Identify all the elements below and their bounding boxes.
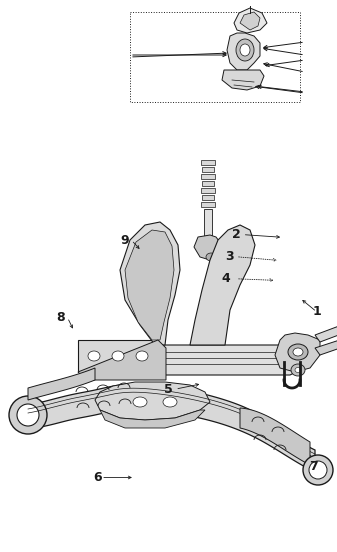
Ellipse shape: [291, 364, 305, 376]
Bar: [202, 181, 214, 186]
Ellipse shape: [112, 351, 124, 361]
Text: 1: 1: [312, 305, 321, 319]
Polygon shape: [234, 8, 267, 33]
Polygon shape: [194, 235, 222, 260]
Ellipse shape: [163, 397, 177, 407]
Bar: [78, 340, 158, 372]
Polygon shape: [95, 382, 210, 420]
Polygon shape: [28, 368, 95, 400]
Polygon shape: [275, 333, 320, 372]
Polygon shape: [222, 70, 264, 90]
Polygon shape: [100, 410, 205, 428]
Ellipse shape: [236, 39, 254, 61]
Ellipse shape: [206, 253, 216, 261]
Ellipse shape: [240, 44, 250, 56]
Ellipse shape: [17, 404, 39, 426]
Text: 5: 5: [164, 383, 173, 396]
Text: 2: 2: [232, 228, 240, 241]
Text: 9: 9: [120, 233, 129, 247]
Polygon shape: [125, 230, 174, 340]
Bar: [130, 12, 300, 102]
Ellipse shape: [88, 351, 100, 361]
Polygon shape: [78, 340, 166, 380]
Polygon shape: [120, 222, 180, 345]
Polygon shape: [315, 322, 337, 355]
Bar: [204, 209, 212, 237]
Bar: [201, 174, 215, 179]
Ellipse shape: [9, 396, 47, 434]
Polygon shape: [227, 33, 260, 70]
Polygon shape: [190, 225, 255, 345]
Text: 7: 7: [309, 460, 318, 473]
Ellipse shape: [295, 368, 301, 373]
Bar: [201, 202, 215, 207]
Polygon shape: [240, 408, 310, 465]
Bar: [201, 188, 215, 193]
Bar: [202, 167, 214, 172]
Polygon shape: [315, 305, 337, 342]
Ellipse shape: [293, 348, 303, 356]
Ellipse shape: [136, 351, 148, 361]
Ellipse shape: [288, 344, 308, 360]
Ellipse shape: [133, 397, 147, 407]
Text: 4: 4: [221, 272, 230, 285]
Bar: [202, 195, 214, 200]
Ellipse shape: [309, 461, 327, 479]
Polygon shape: [28, 384, 315, 472]
Ellipse shape: [303, 455, 333, 485]
Bar: [201, 160, 215, 165]
Text: 8: 8: [56, 311, 65, 324]
Text: 6: 6: [93, 471, 102, 484]
Text: 3: 3: [225, 250, 234, 263]
Polygon shape: [130, 345, 310, 375]
Polygon shape: [240, 12, 260, 30]
